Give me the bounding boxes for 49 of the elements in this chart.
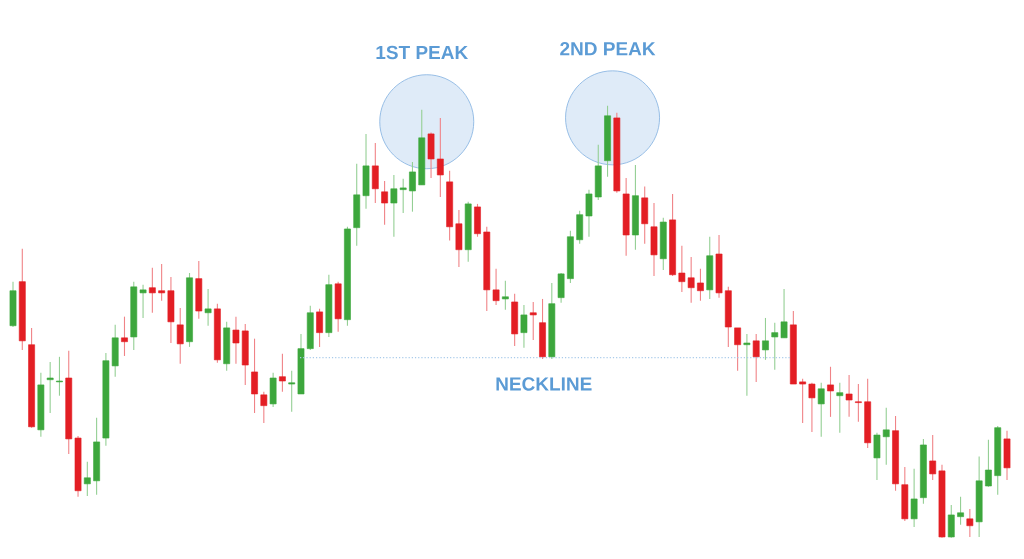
candlestick xyxy=(56,356,63,397)
candlestick xyxy=(279,353,286,393)
candlestick xyxy=(873,432,881,481)
candlestick xyxy=(771,322,779,371)
candlestick xyxy=(316,308,323,348)
candlestick xyxy=(158,263,166,302)
candlestick xyxy=(910,468,918,528)
ref-line-label: NECKLINE xyxy=(496,377,592,391)
candlestick xyxy=(557,272,565,304)
candlestick xyxy=(83,461,91,497)
candlestick xyxy=(436,117,444,198)
candlestick xyxy=(929,434,937,481)
candlestick xyxy=(585,189,593,238)
candlestick xyxy=(827,366,834,418)
candlestick xyxy=(882,407,890,466)
candlestick xyxy=(845,374,853,418)
candlestick xyxy=(836,382,844,434)
candlestick xyxy=(817,382,825,438)
candlestick xyxy=(697,268,704,302)
candlestick xyxy=(957,496,964,526)
candlestick xyxy=(232,316,240,365)
candlestick xyxy=(752,333,760,383)
candlestick xyxy=(529,301,537,341)
candlestick xyxy=(409,161,416,213)
candlestick xyxy=(780,288,788,339)
candlestick xyxy=(381,180,388,226)
candlestick xyxy=(371,142,379,204)
candlestick xyxy=(985,439,992,488)
candlestick xyxy=(743,333,751,397)
candlestick xyxy=(139,284,147,319)
candlestick xyxy=(947,504,955,539)
candlestick xyxy=(260,391,268,424)
candlestick xyxy=(288,370,296,413)
candlestick xyxy=(808,382,816,433)
candlestick xyxy=(520,304,528,349)
candlestick xyxy=(176,307,184,365)
annotation: 1ST PEAK xyxy=(376,45,469,60)
candlestick xyxy=(966,508,974,538)
candlestick xyxy=(762,317,769,361)
candlestick xyxy=(799,378,806,424)
candlestick xyxy=(734,327,741,372)
candlestick xyxy=(502,280,509,311)
candlestick xyxy=(855,383,862,423)
candlestick xyxy=(121,316,128,357)
candlestick xyxy=(251,338,258,414)
candlestick xyxy=(204,288,212,327)
candlestick xyxy=(148,267,156,314)
candlestick xyxy=(46,361,54,414)
annotation: 2ND PEAK xyxy=(560,42,656,56)
